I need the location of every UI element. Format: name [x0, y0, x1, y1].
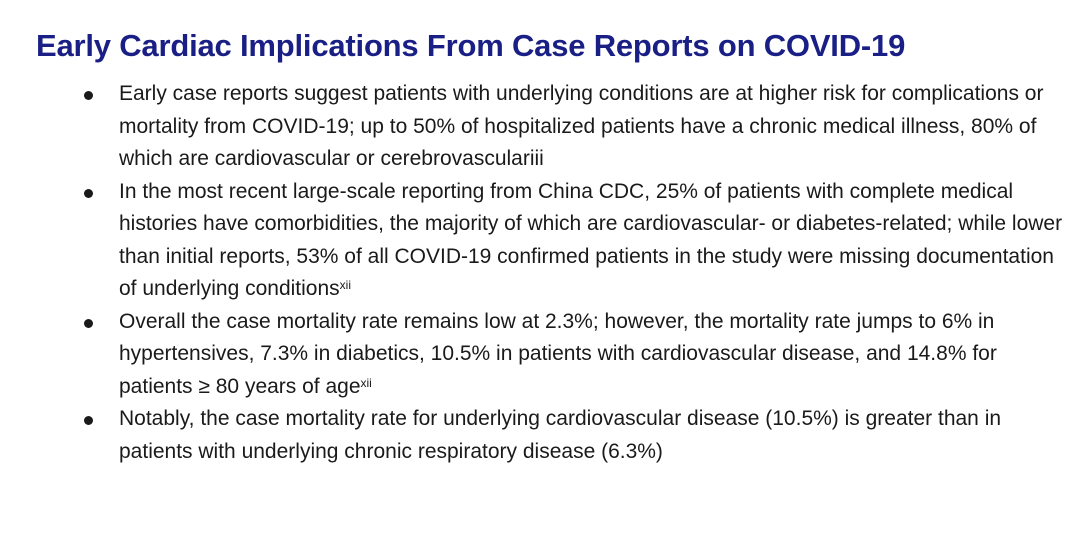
- bullet-icon: [84, 318, 93, 328]
- reference-marker: xii: [339, 278, 351, 292]
- bullet-text: Notably, the case mortality rate for und…: [119, 407, 1002, 463]
- bullet-text: Overall the case mortality rate remains …: [119, 309, 997, 398]
- bullet-text: In the most recent large-scale reporting…: [119, 179, 1063, 301]
- bullet-icon: [84, 416, 93, 425]
- bullet-item: Overall the case mortality rate remains …: [76, 306, 1066, 404]
- bullet-item: Early case reports suggest patients with…: [76, 78, 1066, 176]
- slide-title: Early Cardiac Implications From Case Rep…: [36, 28, 906, 63]
- bullet-icon: [84, 188, 93, 198]
- bullet-list: Early case reports suggest patients with…: [76, 78, 1066, 468]
- reference-marker: xii: [360, 375, 372, 390]
- bullet-item: In the most recent large-scale reporting…: [76, 176, 1066, 306]
- bullet-item: Notably, the case mortality rate for und…: [76, 403, 1066, 468]
- bullet-icon: [84, 91, 93, 100]
- bullet-text: Early case reports suggest patients with…: [119, 82, 1044, 170]
